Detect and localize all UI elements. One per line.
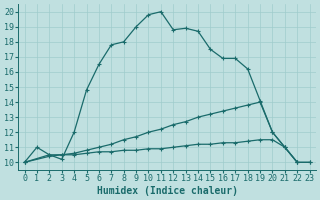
- X-axis label: Humidex (Indice chaleur): Humidex (Indice chaleur): [97, 186, 237, 196]
